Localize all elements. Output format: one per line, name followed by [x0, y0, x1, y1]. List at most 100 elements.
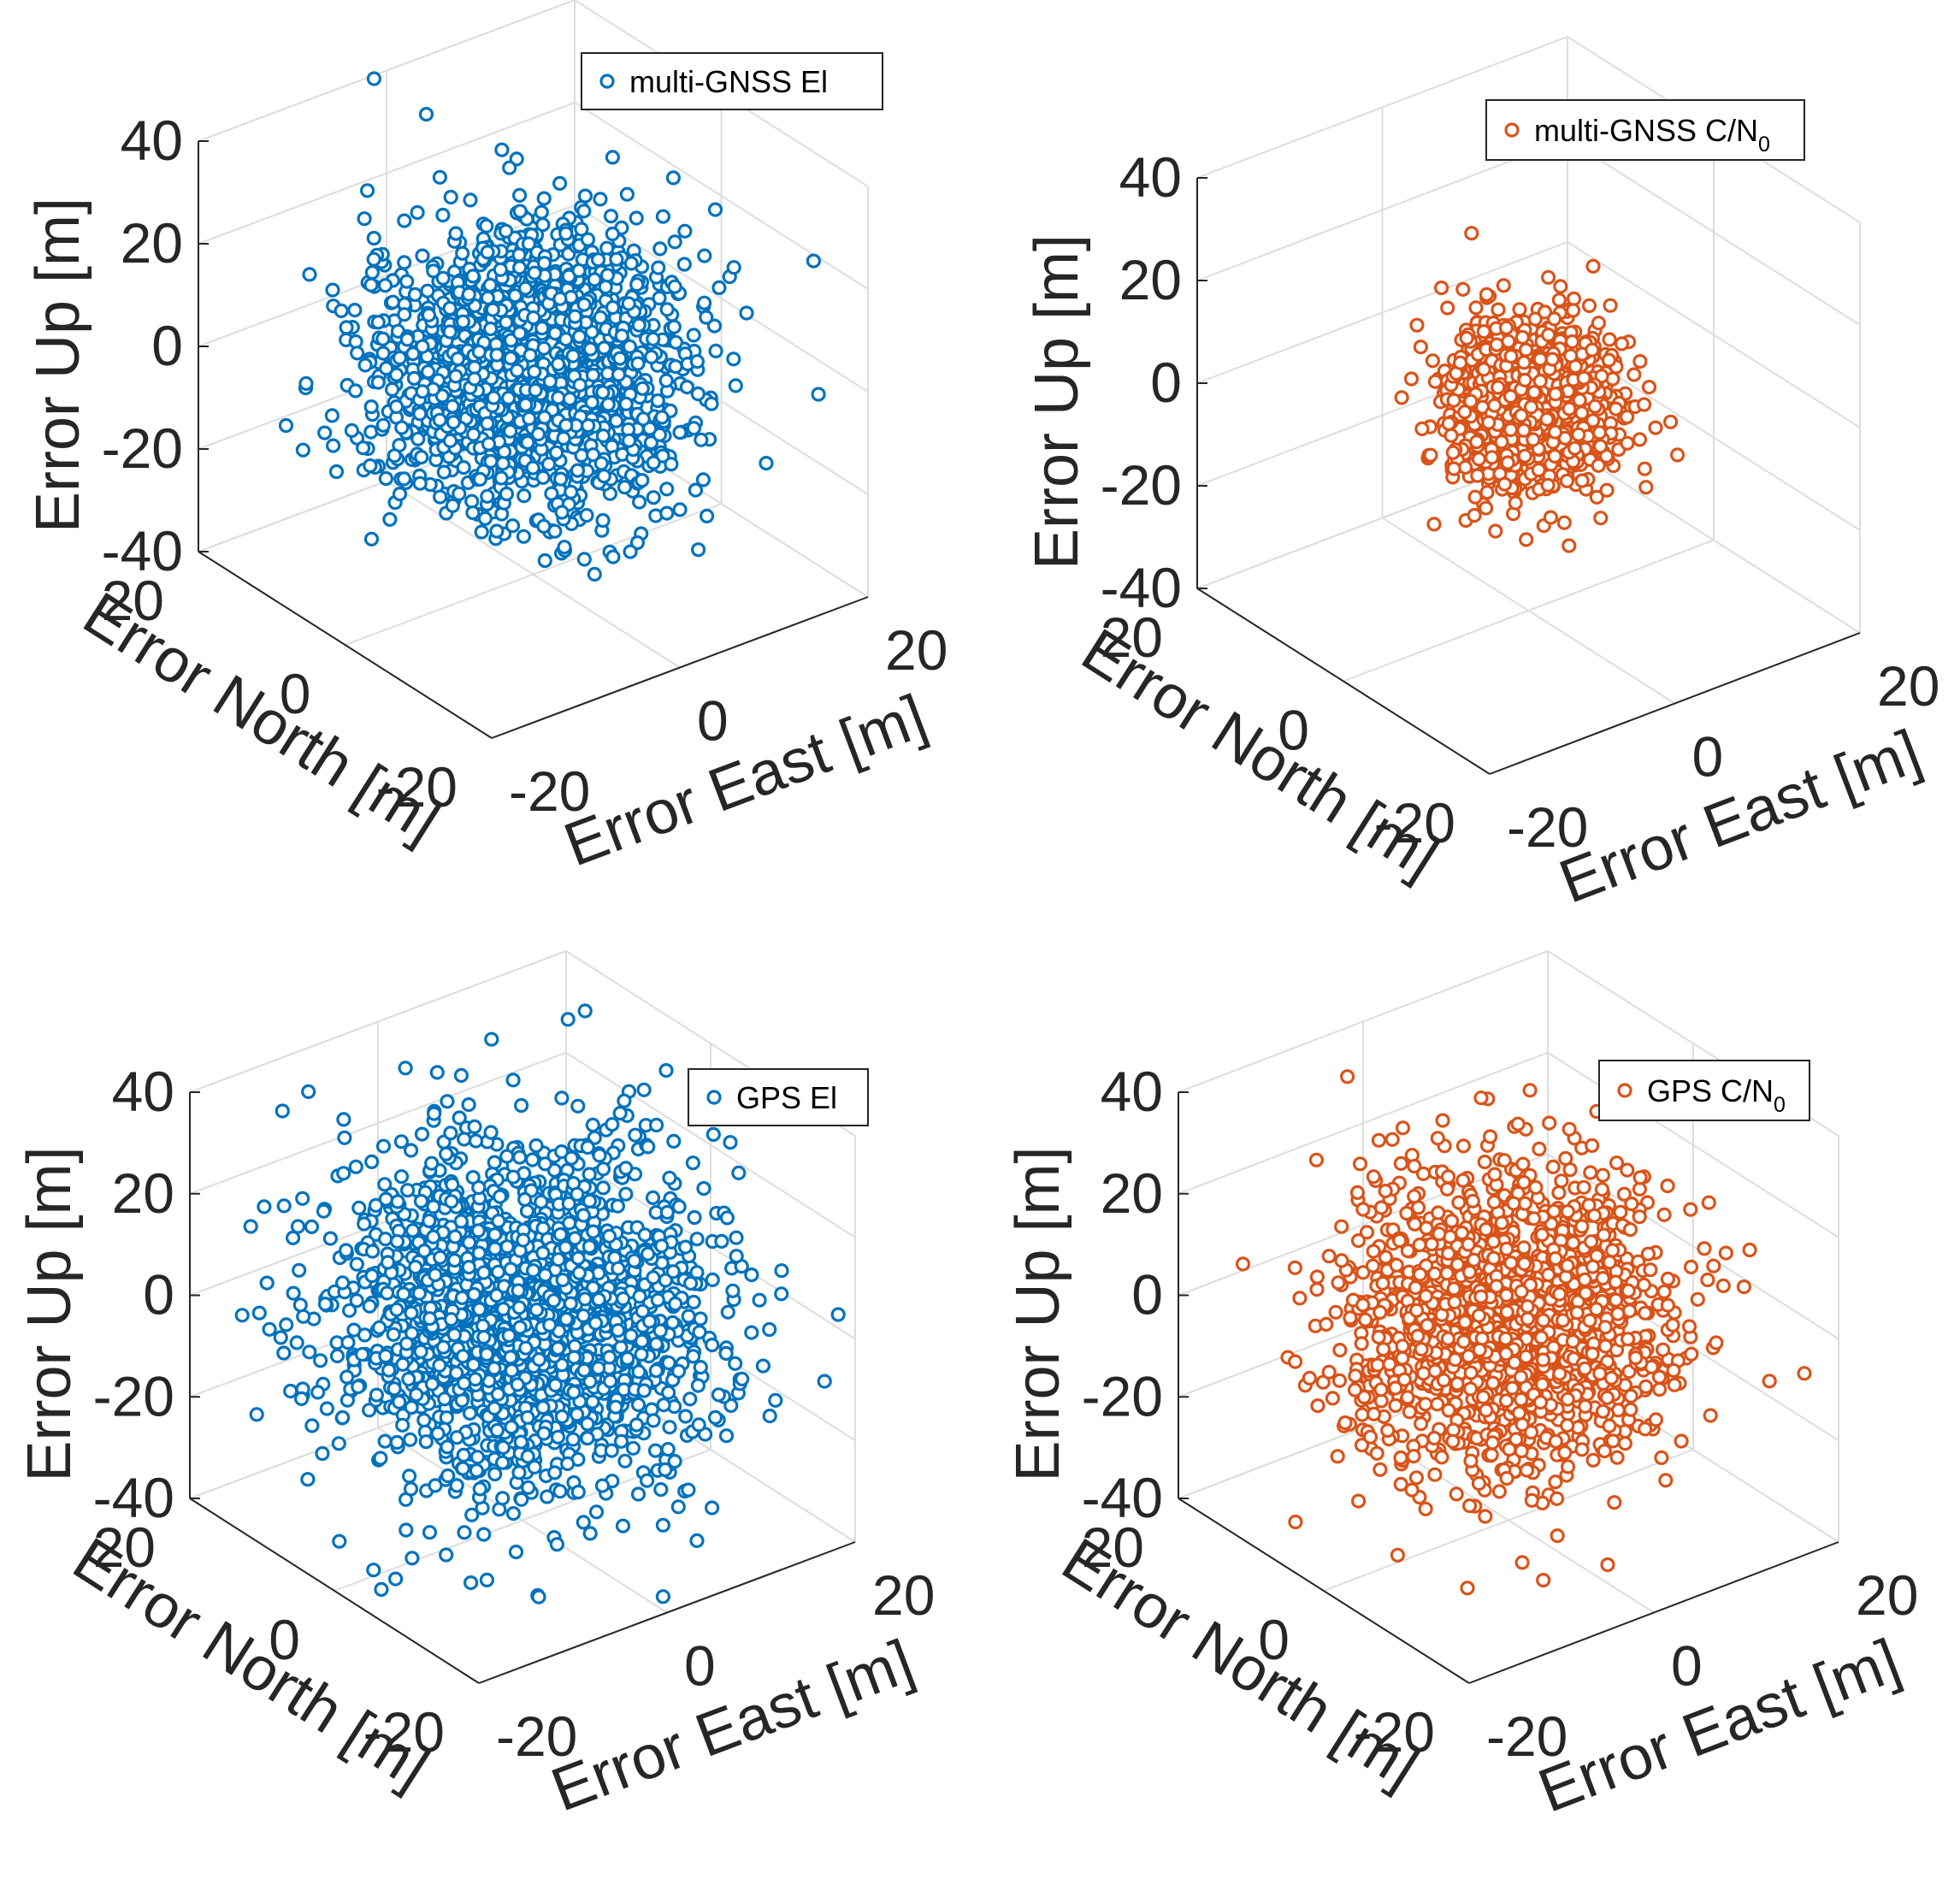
data-point — [432, 169, 448, 185]
data-point — [402, 1468, 417, 1484]
data-point — [310, 1385, 326, 1400]
data-point — [1546, 311, 1562, 327]
data-point — [707, 202, 723, 217]
data-point — [251, 1305, 267, 1321]
data-point — [631, 317, 646, 333]
data-point — [339, 1369, 355, 1385]
data-point — [493, 470, 509, 486]
data-point — [313, 1353, 328, 1368]
data-point — [625, 1440, 641, 1456]
data-point — [565, 348, 581, 363]
data-point — [505, 518, 521, 534]
data-point — [662, 1420, 677, 1435]
data-point — [512, 1149, 528, 1165]
data-point — [405, 1223, 421, 1238]
data-point — [574, 222, 589, 237]
scatter-points — [1394, 226, 1685, 553]
data-point — [452, 1110, 467, 1126]
data-point — [455, 245, 470, 261]
data-point — [439, 1547, 454, 1563]
data-point — [636, 1383, 652, 1398]
data-point — [392, 350, 407, 366]
data-point — [646, 490, 661, 505]
data-point — [726, 260, 741, 275]
z-tick-label: 20 — [1119, 248, 1182, 311]
data-point — [464, 1507, 480, 1522]
data-point — [519, 1203, 535, 1219]
data-point — [408, 1259, 423, 1275]
data-point — [1488, 523, 1503, 539]
data-point — [316, 1203, 332, 1219]
data-point — [1603, 298, 1618, 313]
data-point — [290, 1219, 306, 1234]
data-point — [1576, 370, 1591, 386]
data-point — [522, 347, 538, 363]
data-point — [579, 507, 594, 523]
data-point — [1581, 298, 1597, 313]
data-point — [499, 1149, 515, 1164]
data-point — [711, 1387, 727, 1403]
data-point — [1564, 334, 1580, 350]
data-point — [1503, 349, 1519, 364]
data-point — [1433, 281, 1449, 296]
data-point — [593, 310, 608, 325]
data-point — [1452, 355, 1468, 370]
data-point — [1614, 336, 1630, 352]
data-point — [298, 375, 314, 391]
z-axis-label: Error Up [m] — [24, 198, 92, 533]
data-point — [407, 287, 422, 302]
data-point — [718, 1345, 734, 1362]
data-point — [547, 523, 563, 539]
data-point — [393, 1169, 410, 1185]
data-point — [1508, 495, 1523, 511]
data-point — [1491, 302, 1506, 317]
data-point — [629, 1417, 645, 1433]
data-point — [681, 1482, 696, 1498]
data-point — [718, 1428, 735, 1444]
data-point — [492, 1189, 508, 1204]
data-point — [387, 448, 402, 464]
data-point — [665, 1264, 681, 1279]
data-point — [528, 1138, 544, 1154]
data-point — [404, 1399, 419, 1415]
data-point — [537, 410, 552, 425]
data-point — [1497, 476, 1513, 492]
data-point — [676, 257, 692, 272]
data-point — [631, 1364, 646, 1380]
data-point — [482, 321, 499, 337]
data-point — [1626, 367, 1642, 382]
data-point — [1547, 424, 1563, 440]
data-point — [522, 411, 537, 426]
data-point — [627, 1253, 642, 1268]
data-point — [617, 1453, 633, 1468]
data-point — [396, 471, 412, 487]
data-point — [1487, 398, 1502, 413]
data-point — [699, 310, 714, 325]
data-point — [619, 186, 635, 202]
data-point — [668, 359, 683, 375]
data-point — [658, 373, 674, 388]
data-point — [1498, 320, 1514, 335]
data-point — [605, 549, 621, 564]
data-point — [1567, 440, 1583, 456]
data-point — [677, 223, 693, 239]
data-point — [1519, 532, 1534, 547]
data-point — [605, 1117, 620, 1132]
data-point — [1540, 269, 1556, 285]
data-point — [601, 1228, 617, 1244]
data-point — [521, 1480, 536, 1495]
data-point — [480, 245, 495, 260]
data-point — [375, 1138, 392, 1154]
data-point — [479, 218, 494, 233]
data-point — [1632, 432, 1648, 447]
data-point — [696, 295, 712, 310]
data-point — [398, 1522, 414, 1538]
data-point — [495, 1491, 511, 1506]
data-point — [729, 1249, 744, 1264]
data-point — [511, 1465, 527, 1480]
data-point — [613, 1433, 629, 1449]
data-point — [546, 1293, 562, 1309]
data-point — [510, 363, 525, 378]
data-point — [595, 1180, 611, 1196]
